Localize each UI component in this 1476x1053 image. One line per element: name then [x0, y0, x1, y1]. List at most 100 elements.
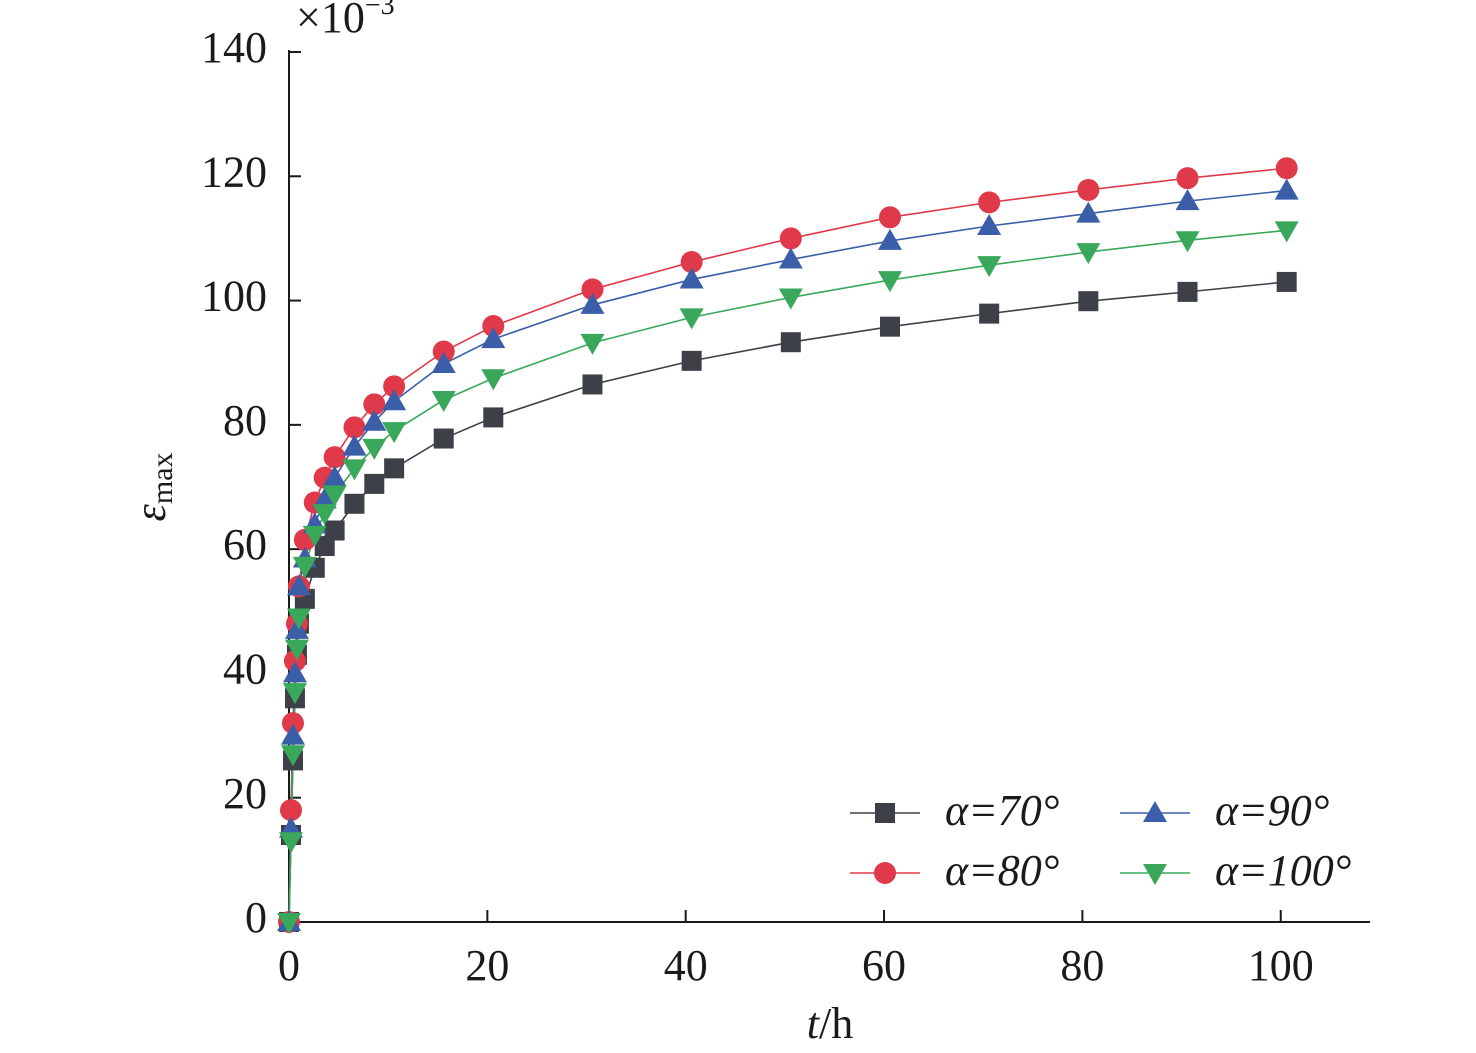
marker	[1143, 801, 1167, 822]
marker	[877, 228, 902, 250]
legend-label: α=100°	[1215, 846, 1351, 895]
marker	[363, 393, 386, 416]
legend-label: α=90°	[1215, 786, 1329, 835]
marker	[681, 350, 702, 371]
marker	[302, 525, 327, 547]
y-tick-label: 40	[223, 645, 267, 694]
marker	[483, 407, 504, 428]
marker	[581, 278, 604, 301]
marker	[278, 832, 303, 854]
marker	[286, 608, 311, 630]
marker	[342, 434, 367, 456]
marker	[977, 256, 1002, 278]
marker	[292, 556, 317, 578]
marker	[343, 416, 366, 439]
series-line	[288, 167, 1287, 923]
marker	[977, 214, 1002, 235]
marker	[1077, 178, 1100, 201]
scale-note: ×10−3	[296, 0, 395, 42]
x-tick-label: 20	[465, 941, 509, 990]
marker	[284, 617, 309, 639]
y-axis-label: εmax	[126, 453, 179, 522]
marker	[1275, 157, 1298, 180]
marker	[879, 316, 900, 337]
marker	[1175, 189, 1200, 211]
marker	[1176, 167, 1199, 190]
marker	[877, 271, 902, 293]
marker	[1274, 221, 1299, 243]
marker	[432, 340, 455, 363]
marker	[778, 288, 803, 310]
marker	[1076, 243, 1101, 265]
marker	[679, 267, 704, 289]
marker	[314, 536, 335, 557]
y-tick-label: 120	[201, 147, 267, 196]
marker	[878, 206, 901, 229]
marker	[279, 799, 302, 822]
marker	[281, 712, 304, 735]
marker	[382, 422, 407, 444]
marker	[324, 520, 345, 541]
y-label-sub: max	[146, 453, 179, 505]
marker	[481, 369, 506, 391]
marker	[679, 308, 704, 330]
marker	[431, 391, 456, 412]
marker	[362, 409, 387, 431]
marker	[778, 247, 803, 269]
marker	[1177, 281, 1198, 302]
marker	[978, 191, 1001, 214]
marker	[364, 473, 385, 494]
marker	[431, 351, 456, 373]
x-tick-label: 80	[1060, 941, 1104, 990]
marker	[580, 292, 605, 314]
marker	[286, 574, 311, 596]
marker	[284, 639, 309, 661]
x-tick-label: 100	[1248, 941, 1314, 990]
y-tick-label: 140	[201, 23, 267, 72]
y-tick-label: 60	[223, 520, 267, 569]
marker	[312, 487, 337, 509]
marker	[282, 661, 307, 683]
marker	[481, 327, 506, 349]
marker	[362, 438, 387, 460]
marker	[323, 446, 346, 469]
marker	[280, 745, 305, 767]
marker	[1076, 201, 1101, 223]
scale-exp: −3	[365, 0, 395, 21]
legend-label: α=70°	[945, 786, 1059, 835]
marker	[322, 485, 347, 507]
marker	[1175, 231, 1200, 253]
marker	[322, 465, 347, 487]
marker	[283, 650, 306, 672]
marker	[282, 683, 307, 705]
x-axis-label: t/h	[807, 999, 853, 1048]
x-tick-label: 40	[664, 941, 708, 990]
marker	[580, 333, 605, 355]
marker	[1274, 178, 1299, 200]
marker	[874, 862, 896, 884]
marker	[680, 251, 703, 274]
x-tick-label: 60	[862, 941, 906, 990]
marker	[979, 303, 1000, 324]
x-tick-label: 0	[278, 941, 300, 990]
y-tick-label: 20	[223, 769, 267, 818]
marker	[433, 428, 454, 449]
legend-label: α=80°	[945, 846, 1059, 895]
marker	[1143, 864, 1167, 885]
y-tick-label: 0	[245, 893, 267, 942]
marker	[342, 459, 367, 481]
y-label-symbol: ε	[126, 504, 175, 522]
marker	[382, 389, 407, 411]
marker	[280, 723, 305, 745]
marker	[482, 315, 505, 338]
y-tick-label: 100	[201, 272, 267, 321]
marker	[277, 913, 301, 934]
marker	[875, 803, 895, 823]
marker	[383, 375, 406, 398]
series-line	[288, 281, 1287, 923]
y-tick-label: 80	[223, 396, 267, 445]
x-label-var: t	[807, 999, 821, 1048]
marker	[344, 493, 365, 514]
scale-base: ×10	[296, 0, 365, 42]
